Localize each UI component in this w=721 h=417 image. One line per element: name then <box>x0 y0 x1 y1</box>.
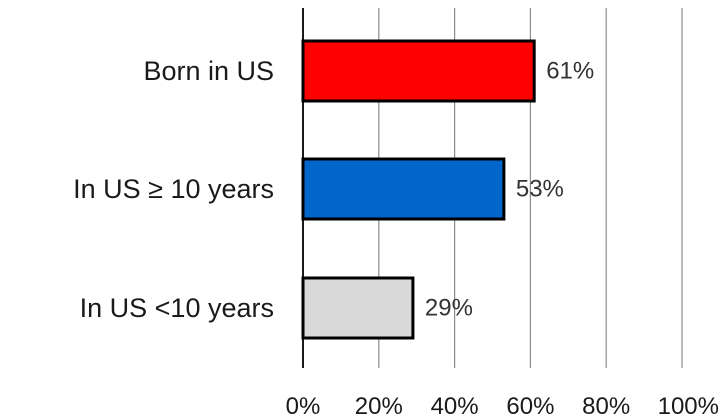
data-label: 29% <box>425 295 473 322</box>
x-tick-label: 60% <box>506 393 554 417</box>
x-tick-label: 40% <box>431 393 479 417</box>
x-tick-label: 100% <box>658 393 719 417</box>
x-tick-label: 0% <box>286 393 321 417</box>
x-tick-label: 20% <box>355 393 403 417</box>
data-label: 61% <box>546 58 594 85</box>
category-label: Born in US <box>143 56 274 86</box>
category-label: In US <10 years <box>80 293 274 323</box>
bar <box>301 157 506 221</box>
x-tick-label: 80% <box>582 393 630 417</box>
data-label: 53% <box>516 176 564 203</box>
category-label: In US ≥ 10 years <box>73 174 274 204</box>
bar <box>301 39 536 103</box>
bar <box>301 276 415 340</box>
